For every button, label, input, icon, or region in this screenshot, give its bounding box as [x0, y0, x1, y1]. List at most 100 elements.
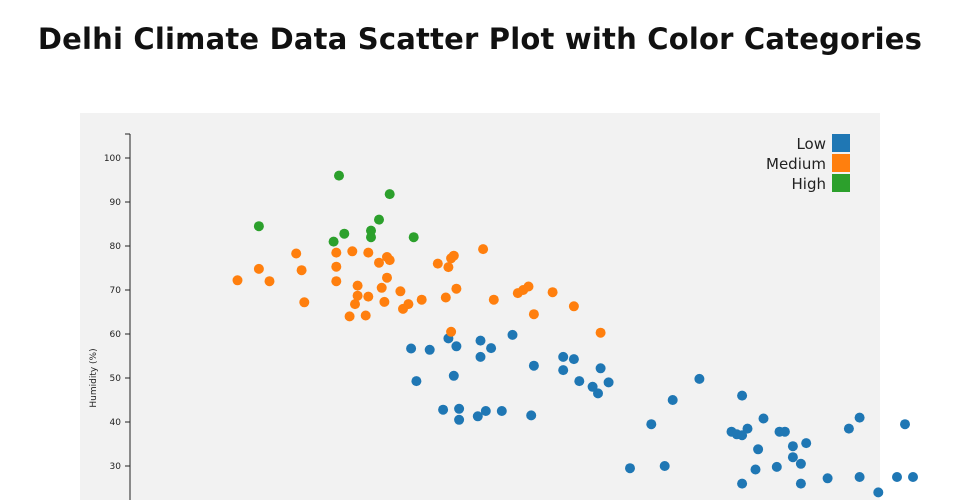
data-point-low — [801, 438, 812, 449]
y-tick-label: 40 — [110, 418, 122, 428]
y-tick-label: 70 — [110, 286, 122, 296]
data-point-low — [659, 461, 670, 471]
data-point-medium — [264, 276, 275, 287]
legend: Low Medium High — [766, 134, 850, 193]
legend-label-medium: Medium — [766, 155, 826, 173]
data-point-low — [737, 430, 748, 441]
data-point-high — [328, 236, 339, 247]
y-axis-ticks: 30 40 50 60 70 80 90 100 — [104, 133, 130, 472]
data-point-low — [795, 458, 806, 469]
data-point-low — [854, 472, 865, 482]
y-axis-title: Humidity (%) — [89, 348, 99, 407]
data-point-low — [750, 464, 761, 475]
data-point-medium — [331, 276, 342, 287]
data-point-high — [339, 228, 350, 239]
data-point-medium — [352, 290, 363, 301]
data-point-low — [667, 395, 678, 405]
data-point-high — [334, 170, 344, 181]
data-point-low — [496, 406, 507, 416]
data-point-medium — [253, 263, 264, 274]
data-point-low — [854, 412, 865, 423]
data-point-medium — [488, 294, 499, 305]
data-point-medium — [547, 287, 558, 298]
data-point-low — [873, 487, 884, 498]
data-point-high — [408, 232, 419, 243]
data-point-medium — [232, 275, 243, 286]
data-point-medium — [528, 309, 539, 320]
data-point-medium — [299, 297, 310, 308]
data-point-high — [366, 225, 376, 236]
data-point-medium — [350, 299, 360, 310]
data-point-medium — [331, 261, 342, 272]
data-point-low — [787, 441, 798, 452]
y-tick-label: 80 — [110, 242, 122, 252]
data-point-low — [753, 444, 764, 455]
legend-label-low: Low — [796, 135, 826, 153]
chart-title: Delhi Climate Data Scatter Plot with Col… — [37, 22, 923, 56]
legend-swatch-medium — [832, 154, 850, 172]
data-point-medium — [296, 265, 307, 276]
data-point-medium — [352, 280, 363, 291]
data-point-low — [406, 343, 417, 354]
legend-label-high: High — [792, 175, 826, 193]
data-points — [232, 170, 918, 498]
data-point-low — [475, 351, 486, 362]
data-point-low — [892, 472, 902, 482]
legend-swatch-low — [832, 134, 850, 152]
data-point-low — [558, 365, 569, 376]
data-point-medium — [443, 262, 454, 273]
data-point-medium — [360, 310, 371, 321]
data-point-low — [593, 388, 603, 399]
y-tick-label: 60 — [110, 330, 122, 340]
data-point-high — [374, 214, 384, 225]
data-point-low — [595, 363, 606, 374]
data-point-low — [424, 344, 435, 355]
legend-swatch-high — [832, 174, 850, 192]
data-point-high — [384, 189, 395, 200]
data-point-medium — [440, 292, 451, 303]
plot-background — [80, 113, 880, 500]
data-point-medium — [568, 301, 579, 312]
data-point-low — [568, 354, 579, 365]
data-point-low — [454, 403, 465, 414]
data-point-low — [737, 478, 748, 489]
data-point-low — [574, 376, 585, 387]
data-point-low — [603, 377, 614, 388]
data-point-low — [779, 426, 790, 437]
y-tick-label: 100 — [104, 154, 121, 164]
data-point-low — [587, 381, 598, 392]
data-point-low — [526, 410, 537, 421]
data-point-low — [795, 478, 806, 489]
data-point-medium — [448, 250, 459, 261]
data-point-low — [822, 473, 833, 484]
y-tick-label: 90 — [110, 198, 122, 208]
data-point-low — [787, 452, 798, 463]
data-point-low — [507, 329, 518, 340]
data-point-medium — [384, 255, 395, 266]
data-point-low — [771, 461, 782, 472]
data-point-low — [454, 414, 465, 425]
data-point-medium — [379, 296, 390, 307]
data-point-high — [253, 221, 264, 232]
data-point-medium — [403, 299, 414, 310]
data-point-medium — [291, 248, 302, 259]
data-point-medium — [432, 258, 443, 269]
data-point-low — [528, 360, 539, 371]
data-point-medium — [382, 272, 392, 283]
data-point-low — [737, 390, 748, 401]
y-tick-label: 30 — [110, 462, 122, 472]
data-point-low — [475, 335, 486, 346]
data-point-low — [451, 341, 462, 352]
data-point-low — [900, 419, 910, 430]
data-point-low — [558, 351, 569, 362]
data-point-medium — [595, 327, 606, 338]
data-point-medium — [331, 247, 342, 258]
data-point-medium — [347, 246, 358, 257]
data-point-low — [843, 423, 854, 434]
data-point-low — [694, 373, 705, 384]
data-point-medium — [395, 286, 406, 297]
data-point-medium — [446, 326, 457, 337]
data-point-low — [486, 343, 497, 354]
data-point-medium — [478, 244, 489, 255]
data-point-medium — [523, 281, 534, 292]
